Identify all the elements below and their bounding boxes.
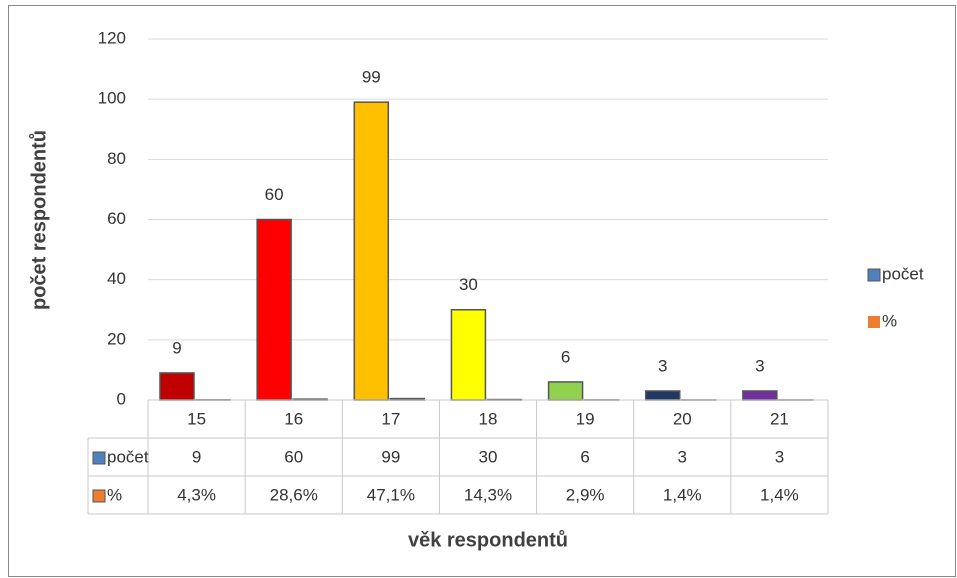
data-label: 9 (172, 338, 181, 357)
x-tick-label: 18 (479, 409, 498, 428)
legend-label: počet (882, 264, 924, 283)
bar (256, 218, 292, 401)
table-legend-key (92, 489, 106, 503)
data-label: 3 (658, 356, 667, 375)
table-cell: 47,1% (367, 485, 415, 504)
legend-key (867, 268, 881, 282)
bar (450, 309, 487, 401)
table-cell: 28,6% (270, 485, 318, 504)
x-tick-label: 21 (770, 409, 789, 428)
y-tick-label: 0 (117, 389, 126, 408)
table-cell: 60 (284, 447, 303, 466)
table-cell: 3 (678, 447, 687, 466)
x-axis-title: věk respondentů (408, 529, 568, 551)
y-tick-label: 80 (107, 149, 126, 168)
bar (353, 101, 390, 401)
data-label: 6 (561, 347, 570, 366)
data-label: 3 (755, 356, 764, 375)
table-cell: 99 (381, 447, 400, 466)
table-cell: 1,4% (760, 485, 799, 504)
bar (547, 381, 584, 401)
x-tick-label: 15 (187, 409, 206, 428)
table-cell: 3 (775, 447, 784, 466)
table-series-name: % (107, 485, 122, 504)
table-cell: 6 (580, 447, 589, 466)
table-cell: 4,3% (177, 485, 216, 504)
table-cell: 9 (192, 447, 201, 466)
data-label: 99 (362, 68, 381, 87)
y-tick-label: 60 (107, 209, 126, 228)
legend-label: % (882, 311, 897, 330)
chart-border (8, 5, 956, 577)
bar (644, 390, 681, 401)
y-tick-label: 120 (98, 28, 126, 47)
table-series-name: počet (107, 447, 149, 466)
bar (742, 390, 778, 401)
table-cell: 2,9% (566, 485, 605, 504)
table-cell: 30 (479, 447, 498, 466)
x-tick-label: 20 (673, 409, 692, 428)
table-legend-key (92, 451, 106, 465)
y-axis-title: počet respondentů (28, 130, 50, 310)
table-cell: 14,3% (464, 485, 512, 504)
bar (159, 372, 195, 401)
x-tick-label: 17 (381, 409, 400, 428)
y-tick-label: 40 (107, 269, 126, 288)
data-label: 30 (459, 275, 478, 294)
table-cell: 1,4% (663, 485, 702, 504)
data-label: 60 (265, 185, 284, 204)
x-tick-label: 19 (576, 409, 595, 428)
y-tick-label: 100 (98, 89, 126, 108)
y-tick-label: 20 (107, 329, 126, 348)
x-tick-label: 16 (284, 409, 303, 428)
legend-key (868, 316, 880, 328)
